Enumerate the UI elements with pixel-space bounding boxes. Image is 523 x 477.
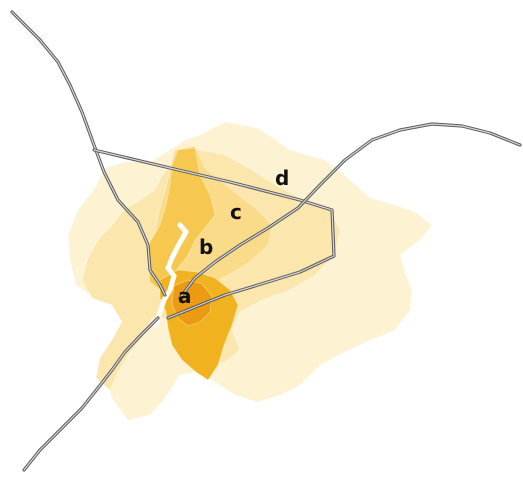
- roads: [10, 10, 522, 472]
- road-ring-fill: [93, 149, 335, 319]
- road-northwest-fill: [11, 11, 166, 296]
- label-zone-d: d: [275, 166, 289, 190]
- label-zone-b: b: [199, 235, 213, 259]
- zone-center: [171, 279, 213, 327]
- road-east-fill: [179, 123, 521, 299]
- road-southwest-fill: [23, 317, 159, 471]
- label-zone-a: a: [178, 284, 192, 308]
- river: [153, 222, 190, 328]
- label-zone-c: c: [230, 200, 242, 224]
